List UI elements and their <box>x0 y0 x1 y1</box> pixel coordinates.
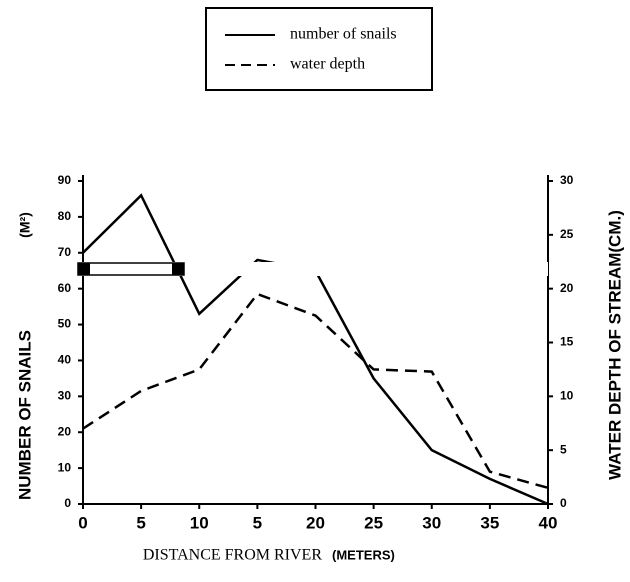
line-series <box>82 292 549 490</box>
y2-tick-label: 30 <box>560 173 574 187</box>
y-tick-label: 30 <box>58 389 72 403</box>
y2-axis-label: WATER DEPTH OF STREAM(CM.) <box>605 210 624 480</box>
scan-band <box>78 262 548 276</box>
y-tick-label: 70 <box>58 245 72 259</box>
y2-tick-label: 5 <box>560 442 567 456</box>
x-tick-label: 30 <box>422 513 441 532</box>
x-tick-label: 5 <box>253 513 262 532</box>
y-axis-unit: (M²) <box>17 212 33 238</box>
scale-bar-end <box>78 263 90 275</box>
legend-box <box>205 7 433 91</box>
legend-label: number of snails <box>290 26 397 43</box>
y2-tick-label: 10 <box>560 389 574 403</box>
x-tick-label: 40 <box>539 513 558 532</box>
y-tick-label: 50 <box>58 317 72 331</box>
y-tick-label: 20 <box>58 424 72 438</box>
y-tick-label: 90 <box>58 173 72 187</box>
y-tick-label: 60 <box>58 281 72 295</box>
y-tick-label: 40 <box>58 353 72 367</box>
scale-bar-end <box>172 263 184 275</box>
line-series <box>82 193 549 506</box>
y-axis-label: NUMBER OF SNAILS <box>15 330 34 500</box>
x-tick-label: 25 <box>364 513 383 532</box>
y2-tick-label: 15 <box>560 335 574 349</box>
x-axis-unit: (METERS) <box>332 547 395 562</box>
scale-bar <box>77 262 185 276</box>
x-axis-label: DISTANCE FROM RIVER <box>143 547 323 564</box>
x-tick-label: 20 <box>306 513 325 532</box>
y2-tick-label: 25 <box>560 227 574 241</box>
y2-tick-label: 0 <box>560 496 567 510</box>
y-tick-label: 10 <box>58 460 72 474</box>
x-tick-label: 0 <box>78 513 87 532</box>
x-tick-label: 10 <box>190 513 209 532</box>
y2-tick-label: 20 <box>560 281 574 295</box>
x-tick-label: 35 <box>480 513 499 532</box>
y-tick-label: 0 <box>64 496 71 510</box>
y-tick-label: 80 <box>58 209 72 223</box>
legend-label: water depth <box>290 56 365 73</box>
x-tick-label: 5 <box>136 513 145 532</box>
